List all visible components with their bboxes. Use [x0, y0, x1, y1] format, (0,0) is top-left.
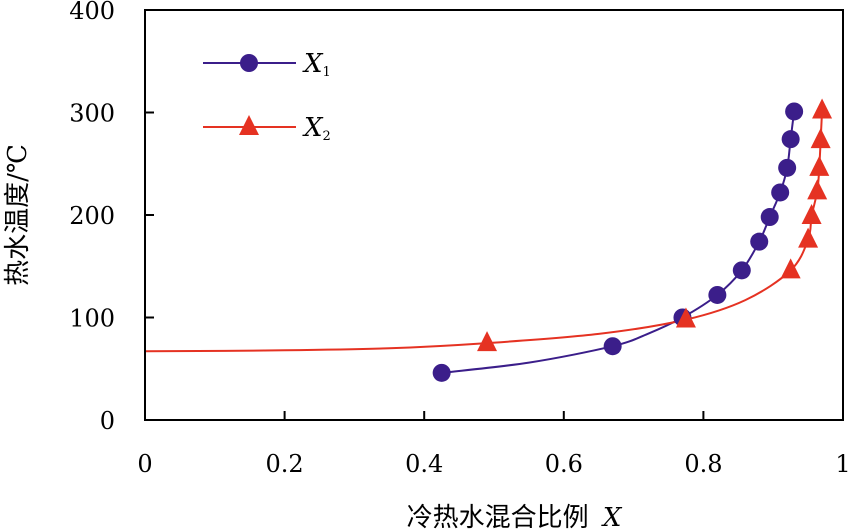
data-point-x1	[778, 158, 797, 177]
y-tick-label: 200	[69, 202, 115, 230]
data-point-x2	[477, 331, 498, 352]
series-markers	[432, 98, 833, 382]
y-tick-label: 300	[69, 100, 115, 128]
x-tick-label: 0.2	[266, 450, 304, 478]
data-point-x1	[750, 232, 769, 251]
data-point-x1	[708, 285, 727, 304]
data-point-x2	[807, 179, 828, 200]
x-axis-title-var: X	[601, 503, 623, 532]
series-lines	[144, 110, 824, 374]
legend-label: X1	[302, 49, 331, 80]
data-point-x1	[771, 183, 790, 202]
data-point-x2	[812, 98, 833, 119]
series-line-x2	[144, 110, 824, 353]
x-tick-label: 0	[137, 450, 152, 478]
legend-marker-triangle	[239, 115, 259, 135]
x-axis-title-text: 冷热水混合比例	[407, 503, 589, 532]
data-point-x1	[432, 363, 451, 382]
data-point-x1	[732, 261, 751, 280]
data-point-x1	[603, 337, 622, 356]
plot-frame	[144, 9, 844, 421]
legend-item-x2: X2	[203, 113, 331, 144]
legend-marker-circle	[240, 54, 258, 72]
data-point-x2	[810, 128, 831, 149]
x-axis-title: 冷热水混合比例 X	[407, 503, 623, 532]
data-point-x2	[798, 227, 819, 248]
tick-labels: 0 0.2 0.4 0.6 0.8 1 0 100 200 300 400	[69, 0, 848, 478]
y-tick-label: 100	[69, 305, 115, 333]
legend: X1 X2	[203, 49, 331, 144]
y-tick-label: 400	[69, 0, 115, 25]
series-line-x1	[441, 111, 796, 374]
data-point-x2	[801, 204, 822, 225]
x-tick-label: 0.8	[684, 450, 722, 478]
data-point-x2	[780, 258, 801, 279]
x-tick-label: 0.4	[405, 450, 443, 478]
y-tick-label: 0	[100, 407, 115, 435]
data-point-x1	[785, 102, 804, 121]
legend-item-x1: X1	[203, 49, 331, 80]
legend-label: X2	[302, 113, 331, 144]
y-axis-title: 热水温度/℃	[3, 144, 33, 286]
data-point-x2	[809, 155, 830, 176]
x-tick-label: 0.6	[545, 450, 583, 478]
data-point-x1	[760, 208, 779, 227]
data-point-x1	[781, 130, 800, 149]
x-tick-label: 1	[835, 450, 848, 478]
data-point-x2	[675, 307, 696, 328]
